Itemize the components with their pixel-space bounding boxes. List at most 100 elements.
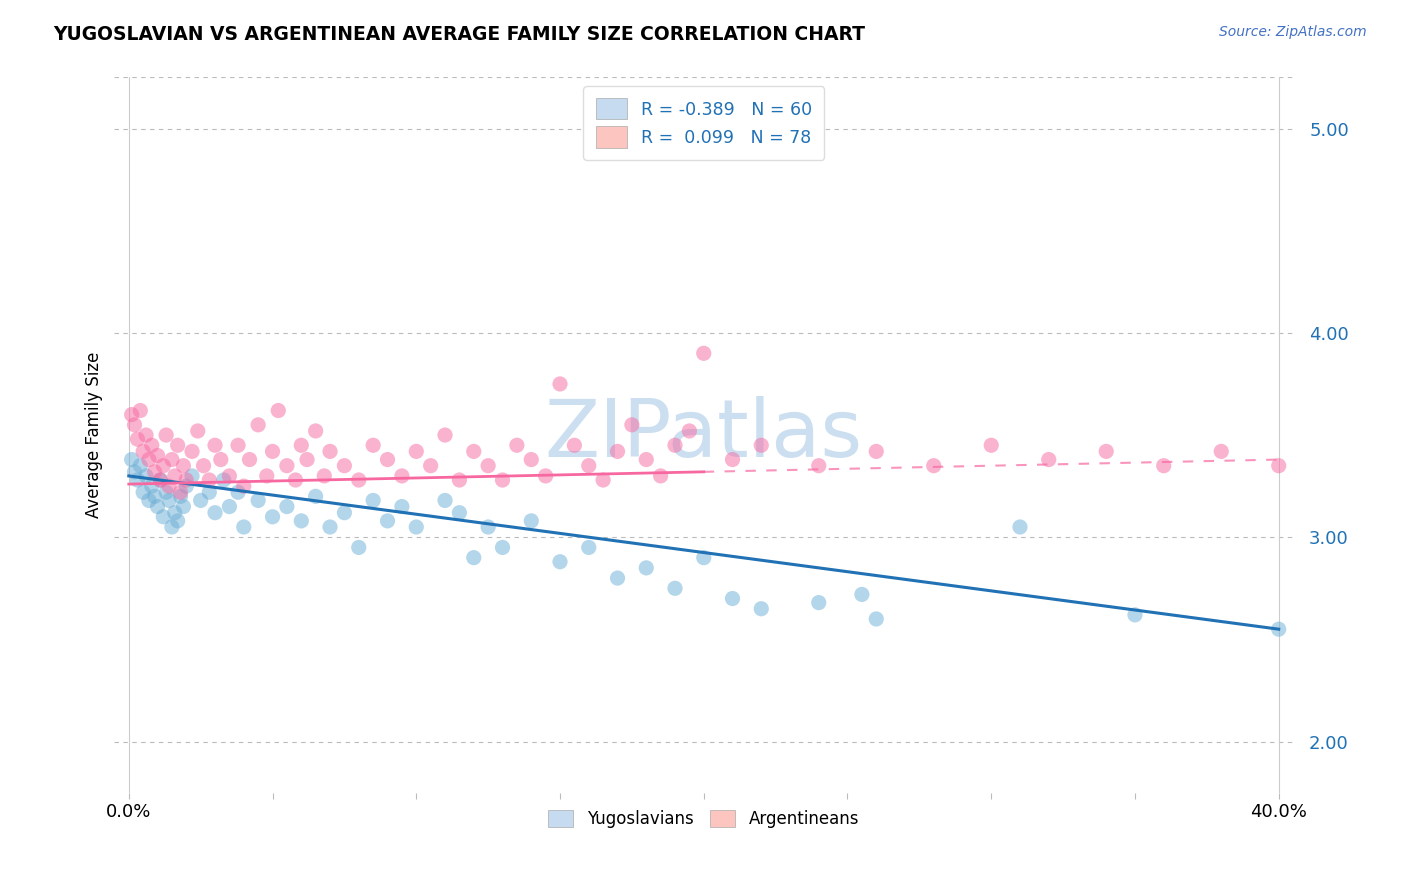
Point	[851, 587, 873, 601]
Point	[121, 452, 143, 467]
Point	[232, 479, 254, 493]
Point	[347, 541, 370, 555]
Point	[146, 449, 169, 463]
Point	[141, 438, 163, 452]
Point	[1123, 607, 1146, 622]
Point	[212, 473, 235, 487]
Point	[434, 493, 457, 508]
Point	[204, 506, 226, 520]
Point	[305, 424, 328, 438]
Point	[749, 438, 772, 452]
Point	[290, 438, 312, 452]
Point	[980, 438, 1002, 452]
Text: Source: ZipAtlas.com: Source: ZipAtlas.com	[1219, 25, 1367, 39]
Point	[721, 591, 744, 606]
Point	[405, 520, 427, 534]
Point	[204, 438, 226, 452]
Point	[238, 452, 260, 467]
Point	[149, 473, 172, 487]
Point	[174, 473, 197, 487]
Point	[419, 458, 441, 473]
Point	[193, 458, 215, 473]
Point	[198, 485, 221, 500]
Point	[463, 444, 485, 458]
Point	[129, 403, 152, 417]
Point	[434, 428, 457, 442]
Point	[187, 424, 209, 438]
Point	[491, 473, 513, 487]
Point	[276, 500, 298, 514]
Point	[314, 469, 336, 483]
Point	[138, 493, 160, 508]
Point	[138, 452, 160, 467]
Point	[121, 408, 143, 422]
Point	[922, 458, 945, 473]
Point	[520, 514, 543, 528]
Point	[377, 452, 399, 467]
Point	[198, 473, 221, 487]
Point	[1153, 458, 1175, 473]
Legend: Yugoslavians, Argentineans: Yugoslavians, Argentineans	[541, 803, 866, 834]
Point	[749, 601, 772, 615]
Point	[262, 444, 284, 458]
Point	[124, 465, 146, 479]
Point	[295, 452, 318, 467]
Point	[361, 493, 384, 508]
Point	[721, 452, 744, 467]
Point	[678, 424, 700, 438]
Y-axis label: Average Family Size: Average Family Size	[86, 351, 103, 518]
Point	[155, 428, 177, 442]
Point	[606, 444, 628, 458]
Point	[548, 555, 571, 569]
Point	[169, 489, 191, 503]
Point	[149, 473, 172, 487]
Point	[405, 444, 427, 458]
Point	[152, 509, 174, 524]
Point	[449, 473, 471, 487]
Point	[124, 417, 146, 432]
Point	[1267, 622, 1289, 636]
Point	[333, 506, 356, 520]
Point	[135, 428, 157, 442]
Point	[564, 438, 586, 452]
Point	[141, 479, 163, 493]
Point	[664, 582, 686, 596]
Point	[143, 489, 166, 503]
Point	[135, 469, 157, 483]
Point	[163, 469, 186, 483]
Point	[693, 346, 716, 360]
Point	[163, 506, 186, 520]
Point	[319, 444, 342, 458]
Point	[262, 509, 284, 524]
Point	[127, 432, 149, 446]
Point	[592, 473, 614, 487]
Point	[146, 500, 169, 514]
Point	[181, 469, 204, 483]
Point	[218, 469, 240, 483]
Point	[172, 458, 194, 473]
Point	[157, 479, 180, 493]
Point	[333, 458, 356, 473]
Point	[152, 458, 174, 473]
Point	[636, 452, 658, 467]
Point	[218, 500, 240, 514]
Point	[190, 493, 212, 508]
Point	[491, 541, 513, 555]
Point	[650, 469, 672, 483]
Point	[463, 550, 485, 565]
Point	[807, 458, 830, 473]
Point	[636, 561, 658, 575]
Text: YUGOSLAVIAN VS ARGENTINEAN AVERAGE FAMILY SIZE CORRELATION CHART: YUGOSLAVIAN VS ARGENTINEAN AVERAGE FAMIL…	[53, 25, 866, 44]
Point	[578, 541, 600, 555]
Point	[166, 514, 188, 528]
Point	[1038, 452, 1060, 467]
Point	[132, 485, 155, 500]
Point	[534, 469, 557, 483]
Point	[226, 438, 249, 452]
Point	[664, 438, 686, 452]
Point	[226, 485, 249, 500]
Point	[247, 493, 270, 508]
Point	[284, 473, 307, 487]
Point	[1211, 444, 1233, 458]
Point	[391, 469, 413, 483]
